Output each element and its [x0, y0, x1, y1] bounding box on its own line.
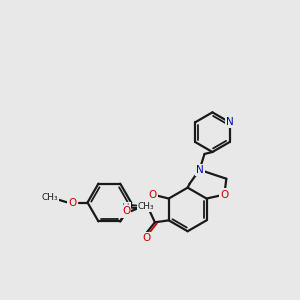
- Text: CH₃: CH₃: [138, 202, 154, 211]
- Text: N: N: [196, 165, 203, 175]
- Text: O: O: [122, 206, 130, 217]
- Text: O: O: [143, 233, 151, 243]
- Text: O: O: [68, 197, 77, 208]
- Text: H: H: [122, 203, 130, 214]
- Text: O: O: [220, 190, 229, 200]
- Text: O: O: [149, 190, 157, 200]
- Text: N: N: [226, 117, 233, 127]
- Text: CH₃: CH₃: [42, 193, 58, 202]
